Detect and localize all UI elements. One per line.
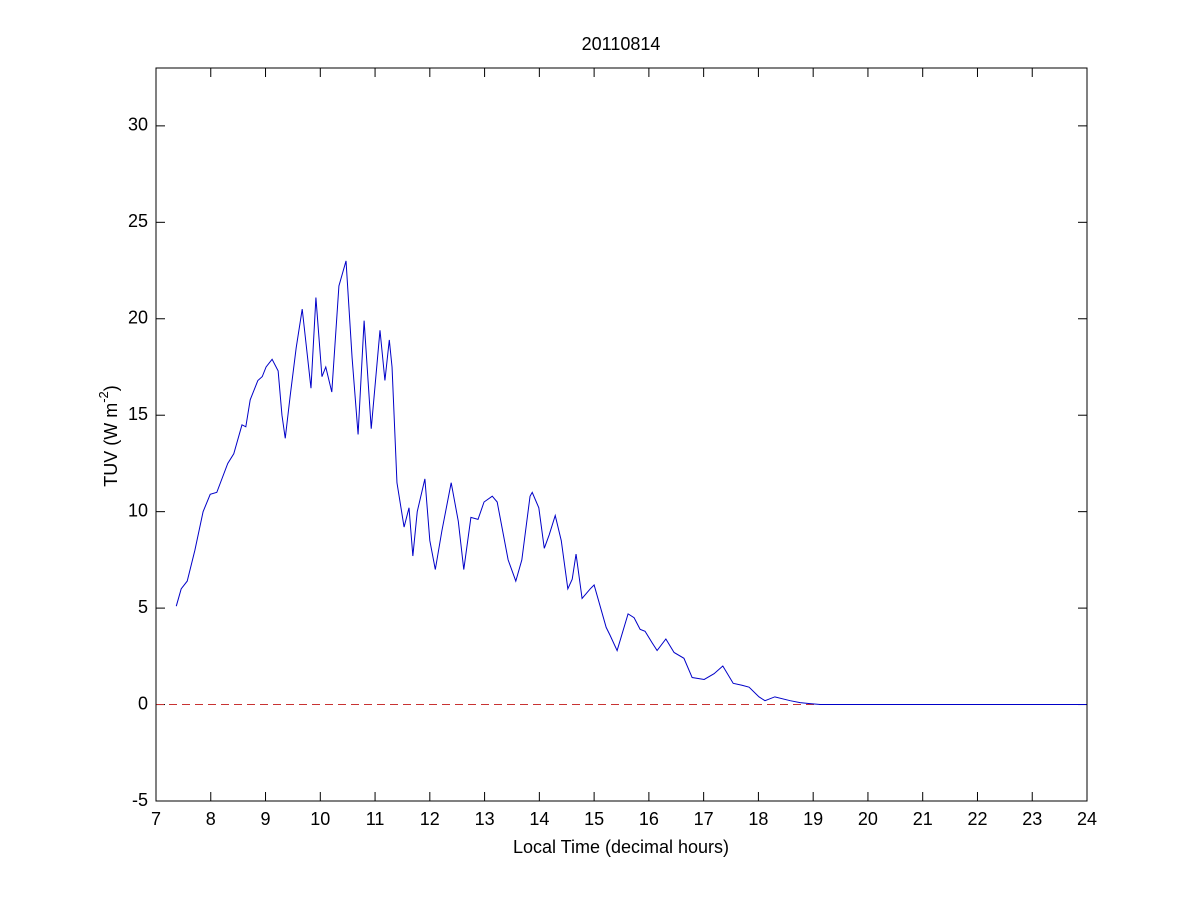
y-axis-label-superscript: -2	[96, 391, 111, 403]
x-tick-label: 9	[261, 809, 271, 829]
chart-title: 20110814	[582, 34, 661, 54]
x-tick-label: 10	[310, 809, 330, 829]
x-tick-label: 14	[529, 809, 549, 829]
x-tick-label: 18	[748, 809, 768, 829]
x-axis-label: Local Time (decimal hours)	[513, 837, 729, 857]
y-tick-label: 5	[138, 597, 148, 617]
y-axis-label: TUV (W m-2)	[96, 385, 120, 487]
x-tick-label: 22	[967, 809, 987, 829]
y-tick-label: 15	[128, 404, 148, 424]
y-tick-label: -5	[132, 790, 148, 810]
x-tick-label: 23	[1022, 809, 1042, 829]
y-axis-label-main: TUV (W m	[101, 403, 121, 487]
x-tick-label: 7	[151, 809, 161, 829]
x-tick-label: 19	[803, 809, 823, 829]
x-tick-label: 13	[475, 809, 495, 829]
y-tick-label: 20	[128, 308, 148, 328]
axes-box	[155, 67, 1088, 802]
x-tick-label: 21	[913, 809, 933, 829]
y-tick-label: 10	[128, 500, 148, 520]
x-tick-label: 17	[694, 809, 714, 829]
x-tick-label: 11	[366, 809, 385, 829]
x-tick-label: 8	[206, 809, 216, 829]
y-axis-label-suffix: )	[101, 385, 121, 391]
y-tick-label: 25	[128, 211, 148, 231]
x-tick-label: 20	[858, 809, 878, 829]
y-tick-label: 30	[128, 115, 148, 135]
y-tick-label: 0	[138, 693, 148, 713]
data-line	[175, 260, 1087, 706]
x-tick-label: 16	[639, 809, 659, 829]
x-tick-label: 12	[420, 809, 440, 829]
x-tick-label: 24	[1077, 809, 1097, 829]
x-tick-label: 15	[584, 809, 604, 829]
